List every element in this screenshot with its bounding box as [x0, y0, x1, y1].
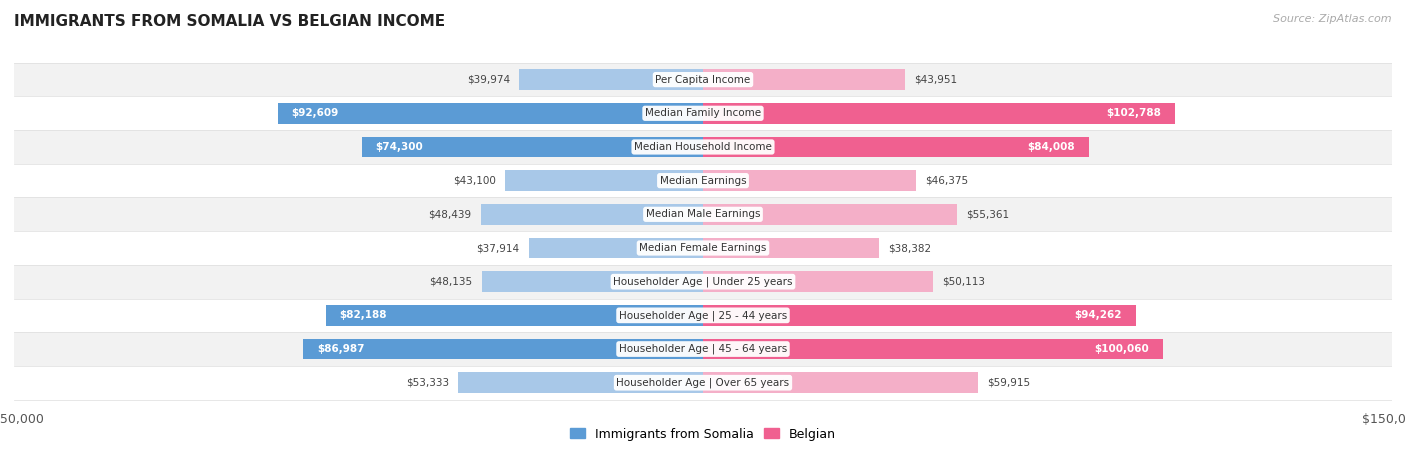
Bar [703, 372, 979, 393]
Bar [703, 136, 1088, 157]
Bar [505, 170, 703, 191]
Bar [14, 198, 1392, 231]
Text: $48,439: $48,439 [429, 209, 471, 219]
Text: $50,113: $50,113 [942, 276, 986, 287]
Text: $102,788: $102,788 [1107, 108, 1161, 118]
Text: $92,609: $92,609 [291, 108, 339, 118]
Text: $84,008: $84,008 [1028, 142, 1076, 152]
Bar [326, 305, 703, 326]
Bar [14, 231, 1392, 265]
Text: Median Male Earnings: Median Male Earnings [645, 209, 761, 219]
Text: $94,262: $94,262 [1074, 311, 1122, 320]
Text: Householder Age | Under 25 years: Householder Age | Under 25 years [613, 276, 793, 287]
Bar [703, 238, 879, 258]
Bar [703, 271, 934, 292]
Bar [529, 238, 703, 258]
Text: Median Household Income: Median Household Income [634, 142, 772, 152]
Bar [703, 339, 1163, 360]
Text: $86,987: $86,987 [318, 344, 364, 354]
Text: $39,974: $39,974 [467, 75, 510, 85]
Bar [361, 136, 703, 157]
Text: $46,375: $46,375 [925, 176, 969, 186]
Text: $53,333: $53,333 [406, 378, 449, 388]
Bar [703, 170, 915, 191]
Bar [14, 332, 1392, 366]
Text: $59,915: $59,915 [987, 378, 1031, 388]
Text: Median Family Income: Median Family Income [645, 108, 761, 118]
Text: $55,361: $55,361 [966, 209, 1010, 219]
Text: $37,914: $37,914 [477, 243, 520, 253]
Bar [14, 164, 1392, 198]
Text: $74,300: $74,300 [375, 142, 423, 152]
Bar [14, 130, 1392, 164]
Text: IMMIGRANTS FROM SOMALIA VS BELGIAN INCOME: IMMIGRANTS FROM SOMALIA VS BELGIAN INCOM… [14, 14, 446, 29]
Bar [14, 298, 1392, 332]
Text: Per Capita Income: Per Capita Income [655, 75, 751, 85]
Bar [304, 339, 703, 360]
Text: $38,382: $38,382 [889, 243, 932, 253]
Bar [703, 305, 1136, 326]
Text: Source: ZipAtlas.com: Source: ZipAtlas.com [1274, 14, 1392, 24]
Bar [14, 265, 1392, 298]
Bar [703, 103, 1175, 124]
Legend: Immigrants from Somalia, Belgian: Immigrants from Somalia, Belgian [565, 423, 841, 446]
Text: $82,188: $82,188 [339, 311, 387, 320]
Text: $43,100: $43,100 [453, 176, 496, 186]
Text: $48,135: $48,135 [430, 276, 472, 287]
Bar [14, 63, 1392, 97]
Bar [703, 69, 905, 90]
Text: $43,951: $43,951 [914, 75, 957, 85]
Text: Median Earnings: Median Earnings [659, 176, 747, 186]
Bar [14, 366, 1392, 400]
Bar [458, 372, 703, 393]
Bar [482, 271, 703, 292]
Text: Householder Age | 45 - 64 years: Householder Age | 45 - 64 years [619, 344, 787, 354]
Text: $100,060: $100,060 [1094, 344, 1149, 354]
Bar [481, 204, 703, 225]
Bar [519, 69, 703, 90]
Text: Median Female Earnings: Median Female Earnings [640, 243, 766, 253]
Text: Householder Age | Over 65 years: Householder Age | Over 65 years [616, 377, 790, 388]
Bar [277, 103, 703, 124]
Bar [14, 97, 1392, 130]
Text: Householder Age | 25 - 44 years: Householder Age | 25 - 44 years [619, 310, 787, 321]
Bar [703, 204, 957, 225]
